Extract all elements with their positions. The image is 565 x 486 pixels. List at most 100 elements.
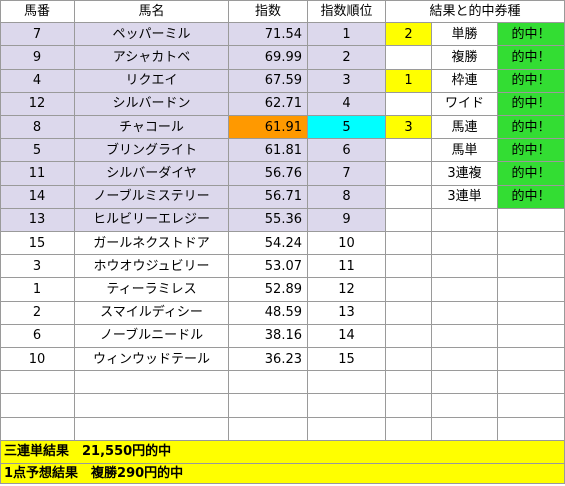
horse-rank-cell[interactable]: 15 <box>308 348 386 372</box>
bet-type-cell[interactable]: 単勝 <box>432 23 498 47</box>
bet-type-cell[interactable]: 馬連 <box>432 116 498 140</box>
horse-index-cell[interactable]: 62.71 <box>229 92 308 116</box>
horse-index-cell[interactable]: 52.89 <box>229 278 308 302</box>
horse-rank-cell[interactable]: 9 <box>308 208 386 232</box>
empty-cell[interactable] <box>386 371 432 395</box>
horse-number-cell[interactable]: 12 <box>0 92 75 116</box>
header-index-rank[interactable]: 指数順位 <box>308 0 386 24</box>
horse-index-cell[interactable]: 71.54 <box>229 23 308 47</box>
empty-cell[interactable] <box>386 394 432 418</box>
empty-cell[interactable] <box>498 348 565 372</box>
empty-cell[interactable] <box>75 417 229 441</box>
horse-name-cell[interactable]: ヒルビリーエレジー <box>75 208 229 232</box>
horse-index-cell[interactable]: 38.16 <box>229 324 308 348</box>
empty-cell[interactable] <box>386 417 432 441</box>
empty-cell[interactable] <box>432 278 498 302</box>
horse-number-cell[interactable]: 15 <box>0 232 75 256</box>
bet-type-cell[interactable]: 枠連 <box>432 69 498 93</box>
horse-rank-cell[interactable]: 14 <box>308 324 386 348</box>
horse-index-cell[interactable]: 36.23 <box>229 348 308 372</box>
empty-cell[interactable] <box>432 232 498 256</box>
empty-cell[interactable] <box>0 371 75 395</box>
horse-rank-cell[interactable]: 12 <box>308 278 386 302</box>
horse-name-cell[interactable]: ノーブルミステリー <box>75 185 229 209</box>
hit-cell[interactable]: 的中！ <box>498 92 565 116</box>
bet-type-cell[interactable]: 馬単 <box>432 139 498 163</box>
hit-cell[interactable]: 的中！ <box>498 116 565 140</box>
empty-cell[interactable] <box>0 394 75 418</box>
empty-cell[interactable] <box>75 371 229 395</box>
horse-name-cell[interactable]: ガールネクストドア <box>75 232 229 256</box>
horse-rank-cell[interactable]: 11 <box>308 255 386 279</box>
hit-cell[interactable]: 的中！ <box>498 69 565 93</box>
horse-name-cell[interactable]: ティーラミレス <box>75 278 229 302</box>
empty-cell[interactable] <box>432 394 498 418</box>
result-place-cell[interactable]: 3 <box>386 116 432 140</box>
single-pick-result-summary[interactable]: 1点予想結果 複勝290円的中 <box>0 464 565 484</box>
empty-cell[interactable] <box>432 208 498 232</box>
horse-number-cell[interactable]: 9 <box>0 46 75 70</box>
horse-index-cell[interactable]: 56.76 <box>229 162 308 186</box>
horse-number-cell[interactable]: 6 <box>0 324 75 348</box>
empty-cell[interactable] <box>386 208 432 232</box>
horse-number-cell[interactable]: 1 <box>0 278 75 302</box>
result-place-cell[interactable] <box>386 92 432 116</box>
horse-index-cell[interactable]: 67.59 <box>229 69 308 93</box>
result-place-cell[interactable] <box>386 162 432 186</box>
header-result-bet-types[interactable]: 結果と的中券種 <box>386 0 565 24</box>
horse-rank-cell[interactable]: 4 <box>308 92 386 116</box>
horse-name-cell[interactable]: シルバーダイヤ <box>75 162 229 186</box>
horse-name-cell[interactable]: ペッパーミル <box>75 23 229 47</box>
horse-name-cell[interactable]: アシャカトベ <box>75 46 229 70</box>
empty-cell[interactable] <box>308 371 386 395</box>
empty-cell[interactable] <box>386 255 432 279</box>
hit-cell[interactable]: 的中！ <box>498 46 565 70</box>
header-horse-number[interactable]: 馬番 <box>0 0 75 24</box>
horse-number-cell[interactable]: 8 <box>0 116 75 140</box>
horse-index-cell[interactable]: 48.59 <box>229 301 308 325</box>
horse-index-cell[interactable]: 61.81 <box>229 139 308 163</box>
horse-name-cell[interactable]: ノーブルニードル <box>75 324 229 348</box>
horse-name-cell[interactable]: ウィンウッドテール <box>75 348 229 372</box>
horse-rank-cell[interactable]: 8 <box>308 185 386 209</box>
header-index[interactable]: 指数 <box>229 0 308 24</box>
empty-cell[interactable] <box>432 371 498 395</box>
empty-cell[interactable] <box>75 394 229 418</box>
hit-cell[interactable]: 的中！ <box>498 23 565 47</box>
bet-type-cell[interactable]: ワイド <box>432 92 498 116</box>
horse-rank-cell[interactable]: 6 <box>308 139 386 163</box>
empty-cell[interactable] <box>498 371 565 395</box>
horse-number-cell[interactable]: 3 <box>0 255 75 279</box>
empty-cell[interactable] <box>432 417 498 441</box>
empty-cell[interactable] <box>386 301 432 325</box>
empty-cell[interactable] <box>386 348 432 372</box>
horse-number-cell[interactable]: 5 <box>0 139 75 163</box>
horse-name-cell[interactable]: ブリングライト <box>75 139 229 163</box>
empty-cell[interactable] <box>498 278 565 302</box>
horse-index-cell[interactable]: 54.24 <box>229 232 308 256</box>
empty-cell[interactable] <box>386 324 432 348</box>
horse-name-cell[interactable]: スマイルディシー <box>75 301 229 325</box>
empty-cell[interactable] <box>498 255 565 279</box>
horse-number-cell[interactable]: 4 <box>0 69 75 93</box>
result-place-cell[interactable]: 1 <box>386 69 432 93</box>
horse-rank-cell[interactable]: 1 <box>308 23 386 47</box>
horse-name-cell[interactable]: ホウオウジュビリー <box>75 255 229 279</box>
empty-cell[interactable] <box>229 417 308 441</box>
horse-number-cell[interactable]: 2 <box>0 301 75 325</box>
horse-number-cell[interactable]: 7 <box>0 23 75 47</box>
empty-cell[interactable] <box>386 278 432 302</box>
empty-cell[interactable] <box>498 417 565 441</box>
bet-type-cell[interactable]: 3連複 <box>432 162 498 186</box>
empty-cell[interactable] <box>229 394 308 418</box>
horse-index-cell[interactable]: 55.36 <box>229 208 308 232</box>
horse-index-cell[interactable]: 56.71 <box>229 185 308 209</box>
header-horse-name[interactable]: 馬名 <box>75 0 229 24</box>
empty-cell[interactable] <box>498 208 565 232</box>
empty-cell[interactable] <box>308 394 386 418</box>
horse-number-cell[interactable]: 10 <box>0 348 75 372</box>
horse-rank-cell[interactable]: 13 <box>308 301 386 325</box>
horse-name-cell[interactable]: チャコール <box>75 116 229 140</box>
horse-rank-cell[interactable]: 3 <box>308 69 386 93</box>
empty-cell[interactable] <box>498 301 565 325</box>
